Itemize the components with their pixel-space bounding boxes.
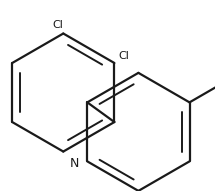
Text: Cl: Cl (118, 51, 129, 61)
Text: Cl: Cl (52, 20, 64, 30)
Text: N: N (70, 157, 79, 170)
